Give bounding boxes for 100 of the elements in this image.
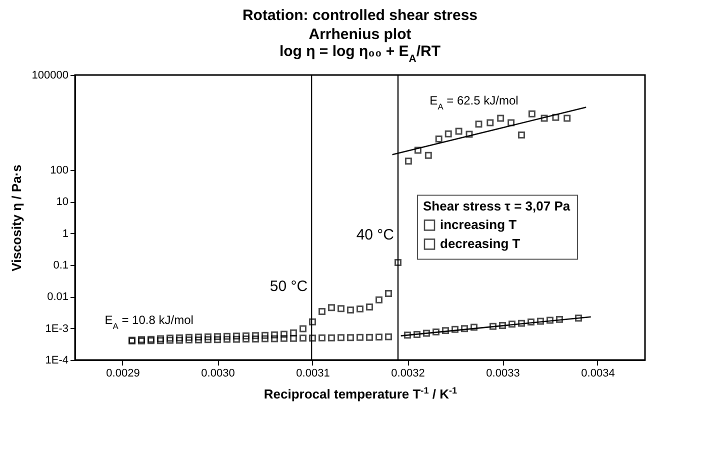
point <box>309 318 316 326</box>
point <box>176 334 183 342</box>
point <box>166 336 174 344</box>
point <box>252 332 259 340</box>
point <box>262 335 268 342</box>
x-tick-label: 0.0029 <box>106 368 140 380</box>
y-tick-label: 0.01 <box>47 291 68 304</box>
point <box>455 128 462 135</box>
point <box>338 334 344 342</box>
point <box>366 334 373 341</box>
point <box>338 305 344 312</box>
point <box>280 330 288 338</box>
point <box>470 324 478 331</box>
x-axis-title: Reciprocal temperature T$^{-1}$ / K$^{-1}$ <box>264 386 458 402</box>
point <box>290 329 297 336</box>
point <box>157 335 164 342</box>
annotation: E$_{A}$ = 10.8 kJ/mol <box>104 313 194 332</box>
point <box>195 336 202 344</box>
point <box>575 314 582 322</box>
point <box>157 337 164 344</box>
point <box>394 259 402 266</box>
point <box>452 326 458 333</box>
point <box>318 308 326 315</box>
annotation: E$_{A}$ = 62.5 kJ/mol <box>430 94 518 112</box>
point <box>176 336 183 344</box>
point <box>404 332 411 339</box>
point <box>414 330 420 338</box>
ref-line-label: 40 °C <box>356 226 394 244</box>
point <box>376 334 382 341</box>
point <box>166 334 174 342</box>
point <box>356 334 364 341</box>
point <box>564 114 571 122</box>
text: Arrhenius plot <box>308 26 412 43</box>
point <box>252 336 259 342</box>
y-tick-label: 100000 <box>32 70 68 82</box>
x-tick-label: 0.0033 <box>486 368 520 380</box>
point <box>233 336 240 343</box>
point <box>347 334 354 342</box>
x-tick-label: 0.0032 <box>391 368 425 380</box>
point <box>518 132 525 139</box>
point <box>486 119 494 126</box>
point <box>414 146 422 154</box>
point <box>528 318 534 326</box>
point <box>499 322 506 329</box>
point <box>546 316 554 324</box>
point <box>475 120 482 128</box>
point <box>214 336 221 344</box>
point <box>186 336 192 344</box>
y-tick-label: 1E-4 <box>45 354 68 366</box>
point <box>328 334 335 342</box>
point <box>556 316 563 323</box>
point <box>356 305 364 312</box>
point <box>508 320 516 328</box>
point <box>552 114 560 121</box>
point <box>233 332 240 340</box>
point <box>497 114 504 122</box>
point <box>195 334 202 341</box>
chart-title: Rotation: controlled shear stress <box>242 7 478 24</box>
x-tick-label: 0.0034 <box>581 368 615 380</box>
point <box>262 332 268 339</box>
point <box>404 158 412 165</box>
point <box>300 334 306 342</box>
point <box>242 332 250 340</box>
ref-line-label: 50 °C <box>270 278 308 295</box>
y-tick-label: 0.1 <box>53 260 68 272</box>
point <box>271 331 278 338</box>
point <box>385 290 392 297</box>
point <box>537 318 544 325</box>
point <box>271 335 278 342</box>
point <box>376 296 382 304</box>
point <box>318 334 326 342</box>
point <box>366 304 373 311</box>
point <box>280 334 288 342</box>
point <box>442 327 449 334</box>
point <box>186 334 192 341</box>
point <box>290 334 297 342</box>
point <box>224 332 230 340</box>
point <box>214 333 221 340</box>
x-tick-label: 0.0031 <box>296 368 330 380</box>
point <box>444 130 452 138</box>
y-tick-label: 1 <box>62 228 68 240</box>
point <box>432 328 440 336</box>
point <box>309 334 316 342</box>
point <box>204 336 212 344</box>
point <box>508 119 515 126</box>
point <box>461 325 468 332</box>
point <box>540 114 548 122</box>
point <box>490 322 496 330</box>
y-tick-label: 100 <box>50 164 68 176</box>
x-tick-label: 0.0030 <box>201 368 235 380</box>
point <box>300 325 306 332</box>
legend-title: Shear stress τ = 3,07 Pa <box>423 198 571 214</box>
point <box>424 152 432 159</box>
point <box>328 304 335 312</box>
point <box>204 333 212 340</box>
point <box>423 330 430 337</box>
y-tick-label: 1E-3 <box>45 322 68 335</box>
legend-label: increasing T <box>440 217 517 232</box>
point <box>347 306 354 314</box>
point <box>224 336 230 343</box>
